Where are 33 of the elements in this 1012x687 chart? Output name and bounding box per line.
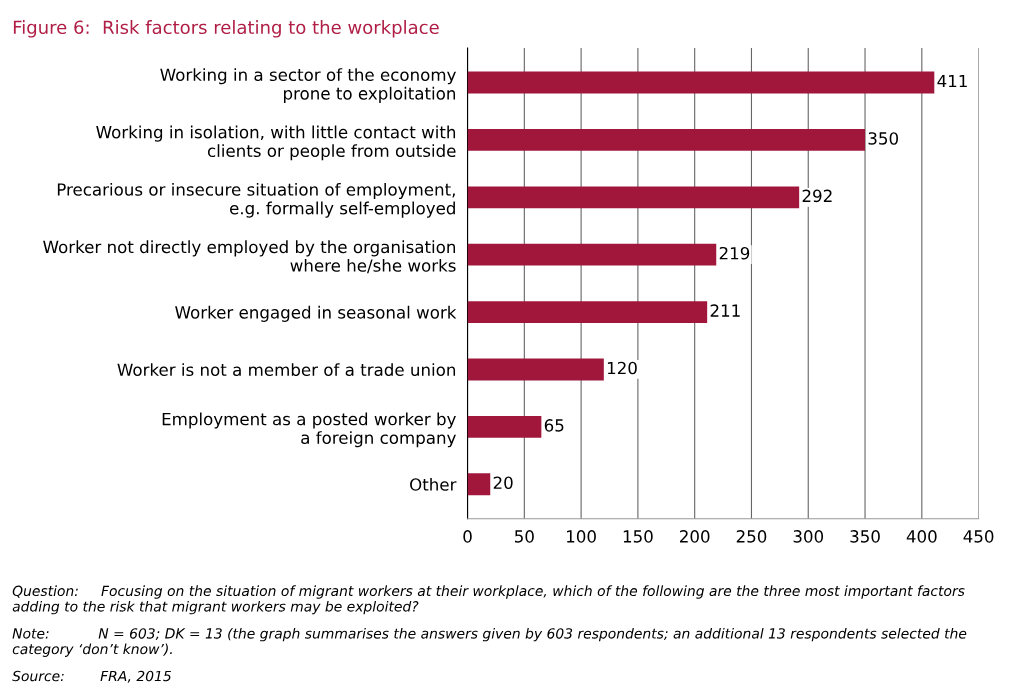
text: Question: Focusing on the situation of migrant workers at their workplace, which of the following are the three most important factors adding to the risk that migrant workers may be exploited? (12, 585, 965, 615)
x-tick-label: 150 (623, 530, 653, 543)
data-label: 20 (493, 476, 513, 490)
source-note: Source: FRA, 2015 (12, 670, 171, 683)
bar (467, 186, 800, 209)
data-label: 219 (719, 246, 750, 260)
y-tick-label: Worker is not a member of a trade union (117, 363, 456, 377)
y-tick-label: Working in a sector of the economy prone to exploitation (160, 68, 456, 103)
y-tick-label: Other (410, 477, 457, 491)
x-tick-label: 350 (850, 530, 880, 543)
bar (467, 243, 717, 266)
data-label: 350 (868, 132, 899, 145)
x-tick-label: 50 (515, 530, 534, 543)
text: Figure 6: Risk factors relating to the workplace (13, 20, 439, 38)
x-tick-label: 300 (793, 530, 824, 543)
data-label: 211 (710, 304, 740, 317)
y-tick-label: Working in isolation, with little contact with clients or people from outside (96, 125, 456, 161)
y-tick-label: Worker engaged in seasonal work (175, 305, 457, 322)
data-label: 65 (544, 419, 564, 432)
text: Note: N = 603; DK = 13 (the graph summarises the answers given by 603 respondents; an additional 13 respondents selected the category ‘don’t know’). (12, 627, 967, 657)
x-tick-label: 0 (463, 530, 472, 543)
x-tick-label: 100 (567, 530, 596, 543)
y-tick-label: Employment as a posted worker by a foreign company (162, 412, 456, 448)
data-label: 120 (607, 361, 637, 375)
y-tick-label: Worker not directly employed by the organisation where he/she works (43, 240, 456, 274)
data-label: 411 (937, 74, 967, 88)
x-tick-label: 400 (906, 530, 937, 543)
x-tick-label: 200 (680, 530, 710, 543)
bar (467, 358, 604, 381)
y-tick-label: Precarious or insecure situation of employment, e.g. formally self-employed (57, 182, 455, 218)
data-label: 292 (802, 189, 832, 203)
x-tick-label: 450 (963, 530, 994, 543)
x-tick-label: 250 (736, 530, 767, 543)
